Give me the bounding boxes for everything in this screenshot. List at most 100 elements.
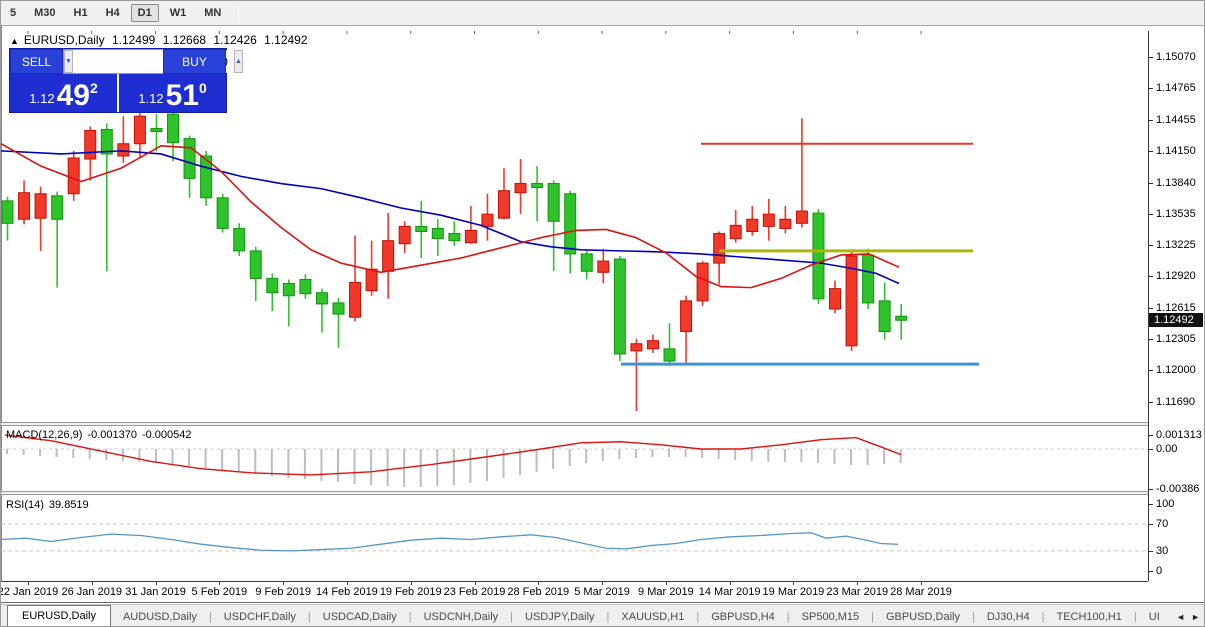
macd-histogram-bar [320,449,323,482]
macd-histogram-bar [684,449,687,457]
macd-histogram-bar [552,449,555,469]
chart-tab-usdcad-daily[interactable]: USDCAD,Daily [322,611,397,623]
macd-histogram-bar [485,449,488,482]
macd-axis-label: 0.00 [1156,443,1178,455]
price-axis-label: 1.14765 [1156,82,1196,95]
rsi-pane [1,523,1148,552]
tab-separator: | [871,611,874,623]
macd-histogram-bar [668,449,670,457]
macd-pane-label: MACD(12,26,9) -0.001370 -0.000542 [6,429,192,441]
price-axis-label: 1.13535 [1156,207,1196,220]
macd-histogram-bar [519,449,522,476]
price-axis-label: 1.15070 [1156,51,1196,63]
candle-body [729,224,742,240]
candle-body [133,115,146,145]
current-price-tag: 1.12492 [1149,313,1203,328]
candle-body [895,315,908,321]
timeframe-button-H4[interactable]: H4 [105,7,120,19]
chart-tab-tech100-h1[interactable]: TECH100,H1 [1056,611,1122,623]
timeframe-button-M30[interactable]: M30 [34,7,56,19]
price-axis-label: 1.12000 [1156,364,1196,377]
macd-histogram-bar [370,449,373,485]
candle-body [680,300,693,332]
date-tick [219,582,221,585]
chart-tab-ui[interactable]: UI [1148,611,1160,623]
candle-body [845,255,858,347]
chart-tab-usdcnh-daily[interactable]: USDCNH,Daily [423,611,499,623]
tab-scroll-buttons: ◄ ► [1174,612,1204,626]
macd-histogram-bar [899,449,902,464]
macd-histogram-bar [883,449,886,465]
macd-histogram-bar [651,449,654,457]
chart-tab-usdchf-daily[interactable]: USDCHF,Daily [223,611,296,623]
date-axis-label: 9 Feb 2019 [255,586,311,598]
rsi-axis-tick [1148,571,1153,572]
date-tick [91,582,93,585]
date-axis-label: 22 Jan 2019 [0,586,59,598]
candle-body [299,278,312,295]
candle-body [580,253,593,272]
macd-histogram-bar [783,449,786,462]
timeframe-button-5[interactable]: 5 [10,7,17,19]
candle-body [696,262,709,302]
candle-body [431,227,444,240]
macd-axis-tick [1148,489,1153,490]
chart-tab-audusd-daily[interactable]: AUDUSD,Daily [122,611,197,623]
buy-price-display[interactable]: 1.12 51 0 [119,74,226,112]
timeframe-button-MN[interactable]: MN [204,7,222,19]
candle-body [779,218,792,229]
collapse-panel-icon[interactable]: ▲ [10,36,19,46]
price-tick [1148,57,1153,58]
macd-signal-line [4,434,902,476]
rsi-axis-tick [1148,504,1153,505]
rsi-value: 39.8519 [48,499,89,511]
date-axis[interactable]: 22 Jan 2019 26 Jan 2019 31 Jan 2019 5 Feb 2… [1,582,1148,602]
sell-button[interactable]: SELL [10,49,63,74]
price-axis-label: 1.13225 [1156,239,1196,252]
date-tick [28,582,29,585]
chart-tab-sp500-m15[interactable]: SP500,M15 [801,611,860,623]
chart-area [1,26,1204,604]
candle-body [547,183,560,222]
tab-scroll-right-icon[interactable]: ► [1191,612,1200,622]
candle-body [266,277,279,294]
tab-scroll-left-icon[interactable]: ◄ [1176,612,1186,622]
volume-decrease-icon[interactable]: ▼ [64,50,73,73]
sell-price-point: 2 [89,80,98,96]
buy-price-point: 0 [198,80,207,96]
candle-body [713,233,726,264]
macd-histogram-bar [204,449,207,468]
macd-histogram-bar [270,449,273,477]
timeframe-button-W1[interactable]: W1 [169,7,187,19]
macd-histogram-bar [568,449,571,466]
candle-body [646,340,659,350]
timeframe-button-D1[interactable]: D1 [130,4,159,22]
date-tick [538,582,540,585]
macd-histogram-bar [634,449,637,459]
buy-button[interactable]: BUY [163,49,226,74]
chart-tab-usdjpy-daily[interactable]: USDJPY,Daily [525,611,595,623]
pane-separator[interactable] [1,422,1148,426]
macd-histogram-bar [353,449,356,485]
date-axis-label: 23 Feb 2019 [443,586,506,598]
date-axis-label: 5 Feb 2019 [191,586,248,598]
sell-price-display[interactable]: 1.12 49 2 [10,74,117,112]
volume-increase-icon[interactable]: ▲ [233,50,243,73]
pane-separator[interactable] [1,491,1148,495]
candle-body [1,200,14,224]
chart-tab-dj30-h4[interactable]: DJ30,H4 [986,611,1030,623]
ma-slow-line [1,150,900,285]
price-axis-label: 1.12305 [1156,333,1196,346]
date-axis-label: 28 Mar 2019 [890,586,952,598]
timeframe-button-H1[interactable]: H1 [73,7,88,19]
tab-separator: | [606,611,610,623]
chart-tab-gbpusd-daily[interactable]: GBPUSD,Daily [886,611,960,623]
chart-tab-gbpusd-h4[interactable]: GBPUSD,H4 [711,611,775,623]
tab-separator: | [1133,611,1137,623]
buy-price-major: 1.12 [138,91,164,106]
date-axis-label: 14 Mar 2019 [698,586,761,598]
ma-fast-line [1,143,900,289]
chart-tab-eurusd-daily[interactable]: EURUSD,Daily [7,605,111,626]
rsi-axis-label: 30 [1156,544,1169,557]
chart-tab-xauusd-h1[interactable]: XAUUSD,H1 [621,611,685,623]
